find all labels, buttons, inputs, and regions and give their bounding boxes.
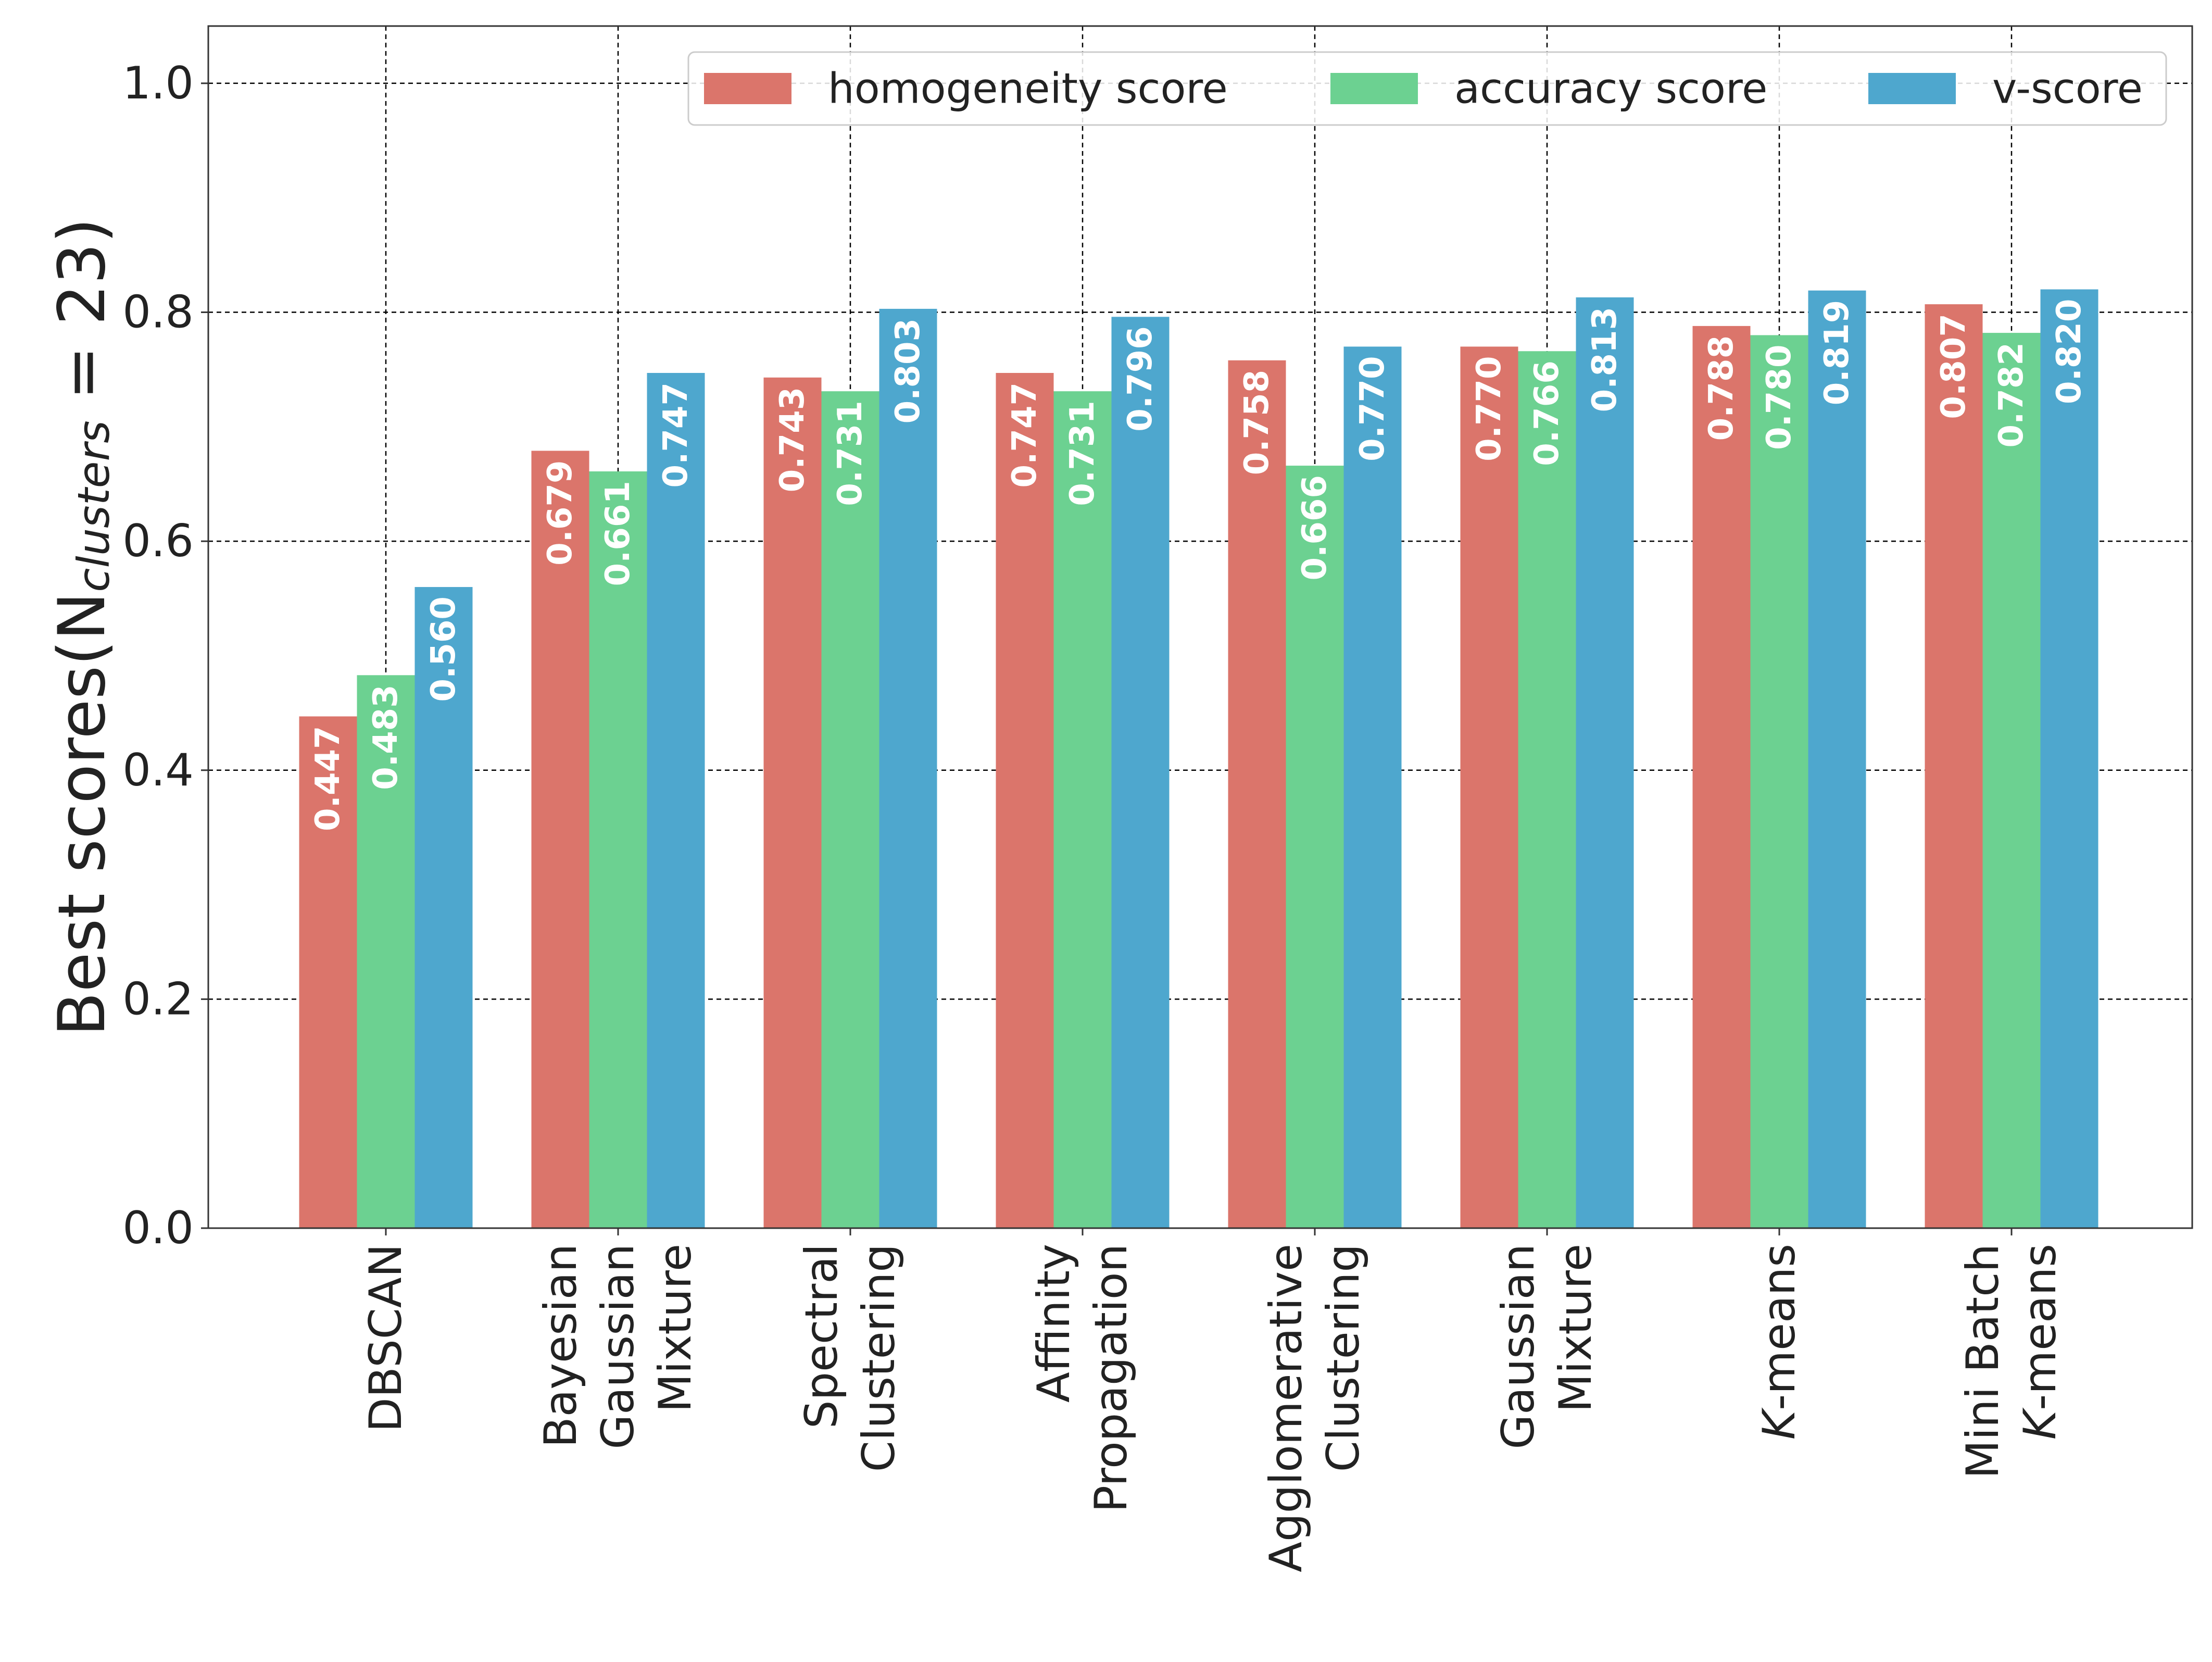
bar-value-label: 0.661	[599, 481, 637, 586]
bar-value-label: 0.731	[831, 401, 870, 506]
x-category-label: DBSCAN	[360, 1244, 412, 1432]
bar-value-label: 0.766	[1528, 360, 1566, 466]
legend-swatch	[1868, 73, 1956, 104]
bar	[1576, 297, 1634, 1229]
bar-value-label: 0.747	[657, 382, 695, 488]
bar-value-labels: 0.447 0.679 0.743 0.747 0.758 0.770 0.788 0.807…	[309, 299, 2089, 831]
y-axis-label-suffix: = 23)	[45, 218, 120, 420]
bar-value-label: 0.747	[1006, 382, 1044, 488]
bar-value-label: 0.679	[541, 460, 580, 565]
legend-label: v-score	[1992, 65, 2143, 113]
legend-box	[687, 51, 2167, 126]
y-tick-label: 0.4	[122, 744, 194, 796]
bars	[299, 289, 2098, 1229]
legend-swatch	[704, 73, 791, 104]
bar	[1518, 351, 1576, 1228]
bar	[2040, 289, 2098, 1228]
legend-swatch	[1330, 73, 1418, 104]
y-axis-label: Best scores(Nclusters = 23)	[45, 218, 120, 1036]
bar-value-label: 0.782	[1992, 342, 2031, 447]
bar	[589, 471, 647, 1228]
bar	[1053, 391, 1112, 1228]
bar	[821, 391, 879, 1228]
x-category-label: Propagation	[1085, 1244, 1137, 1513]
bar	[1982, 333, 2041, 1228]
bar-value-label: 0.447	[309, 726, 347, 831]
bar-value-label: 0.560	[424, 596, 463, 702]
bar-value-label: 0.758	[1238, 370, 1276, 475]
x-category-label: Mixture	[649, 1244, 701, 1413]
y-tick-label: 0.8	[122, 286, 194, 339]
bar-value-label: 0.796	[1121, 326, 1160, 431]
x-category-label: Spectral	[796, 1244, 848, 1429]
bar	[1460, 346, 1518, 1228]
bar	[763, 377, 822, 1229]
bar-value-label: 0.813	[1586, 307, 1624, 412]
bar-value-label: 0.807	[1934, 314, 1973, 419]
bar	[1228, 360, 1286, 1229]
bar-value-label: 0.788	[1702, 335, 1741, 441]
bar	[1343, 346, 1402, 1228]
bar	[299, 716, 357, 1228]
bar-value-label: 0.666	[1296, 475, 1334, 580]
x-category-label: Bayesian	[535, 1244, 587, 1447]
y-tick-label: 0.2	[122, 973, 194, 1025]
bar-value-label: 0.780	[1760, 344, 1799, 449]
bar	[1111, 317, 1170, 1228]
x-category-label: Mini Batch	[1957, 1244, 2009, 1479]
bar	[414, 587, 473, 1228]
x-category-label: Agglomerative	[1260, 1244, 1312, 1572]
bar-value-label: 0.770	[1353, 356, 1392, 461]
x-category-label: Clustering	[1317, 1244, 1369, 1472]
x-category-label: Clustering	[853, 1244, 905, 1472]
x-category-label: Affinity	[1028, 1244, 1080, 1403]
x-category-label: K-means	[2014, 1244, 2066, 1440]
bar-value-label: 0.803	[889, 318, 927, 423]
y-axis-label-subscript: clusters	[68, 420, 119, 592]
bar	[1692, 326, 1751, 1229]
bar-value-label: 0.819	[1818, 300, 1856, 405]
bar	[996, 373, 1054, 1228]
x-category-label: K-means	[1753, 1244, 1805, 1440]
x-category-label: Gaussian	[1492, 1244, 1544, 1449]
bar-value-label: 0.770	[1470, 356, 1509, 461]
legend-label: homogeneity score	[828, 65, 1228, 113]
y-tick-label: 0.6	[122, 515, 194, 567]
bar-value-label: 0.731	[1063, 401, 1102, 506]
y-tick-label: 1.0	[122, 57, 194, 109]
x-category-label: Mixture	[1550, 1244, 1602, 1413]
y-tick-label: 0.0	[122, 1202, 194, 1254]
legend: homogeneity score accuracy score v-score	[687, 51, 2167, 126]
bar	[357, 675, 415, 1228]
y-axis-label-prefix: Best scores(N	[45, 592, 120, 1036]
x-axis-ticks: DBSCAN Bayesian Gaussian Mixture Spectral Clu…	[360, 1228, 2066, 1572]
bar	[1286, 466, 1344, 1228]
bar	[531, 451, 589, 1228]
plot-frame	[207, 25, 2193, 1229]
bar	[647, 373, 705, 1228]
y-axis-ticks: 0.0 0.2 0.4 0.6 0.8 1.0	[122, 57, 208, 1254]
legend-label: accuracy score	[1454, 65, 1767, 113]
bar-value-label: 0.820	[2050, 299, 2089, 404]
bar-value-label: 0.483	[367, 684, 405, 790]
bar	[879, 308, 937, 1229]
bar	[1925, 304, 1983, 1228]
bar-value-label: 0.743	[773, 387, 812, 492]
x-category-label: Gaussian	[592, 1244, 644, 1449]
bar	[1808, 290, 1866, 1228]
bar	[1750, 335, 1808, 1228]
